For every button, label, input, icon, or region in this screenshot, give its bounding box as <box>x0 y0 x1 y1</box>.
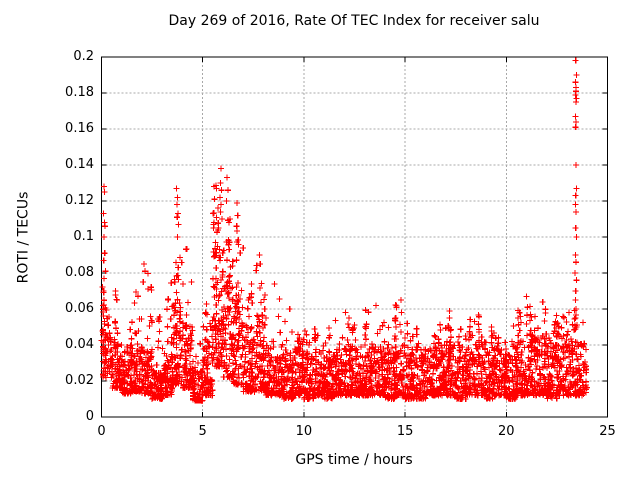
x-tick-label: 5 <box>198 424 207 439</box>
y-tick-label: 0.2 <box>73 49 94 64</box>
y-tick-label: 0.06 <box>65 301 94 316</box>
y-tick-label: 0 <box>85 409 94 424</box>
x-tick-label: 10 <box>295 424 313 439</box>
y-tick-label: 0.1 <box>73 229 94 244</box>
chart-title: Day 269 of 2016, Rate Of TEC Index for r… <box>168 13 540 29</box>
y-axis-title: ROTI / TECUs <box>15 191 32 284</box>
y-tick-label: 0.16 <box>65 121 94 136</box>
y-tick-label: 0.18 <box>65 85 94 100</box>
y-tick-label: 0.02 <box>65 373 94 388</box>
y-tick-label: 0.04 <box>65 337 94 352</box>
x-tick-label: 25 <box>599 424 616 439</box>
y-tick-label: 0.08 <box>65 265 94 280</box>
y-tick-label: 0.14 <box>65 157 94 172</box>
y-tick-label: 0.12 <box>65 193 94 208</box>
data-points <box>98 57 590 404</box>
x-tick-label: 0 <box>97 424 106 439</box>
x-axis-title: GPS time / hours <box>295 452 413 468</box>
x-tick-label: 20 <box>498 424 515 439</box>
x-tick-label: 15 <box>396 424 414 439</box>
